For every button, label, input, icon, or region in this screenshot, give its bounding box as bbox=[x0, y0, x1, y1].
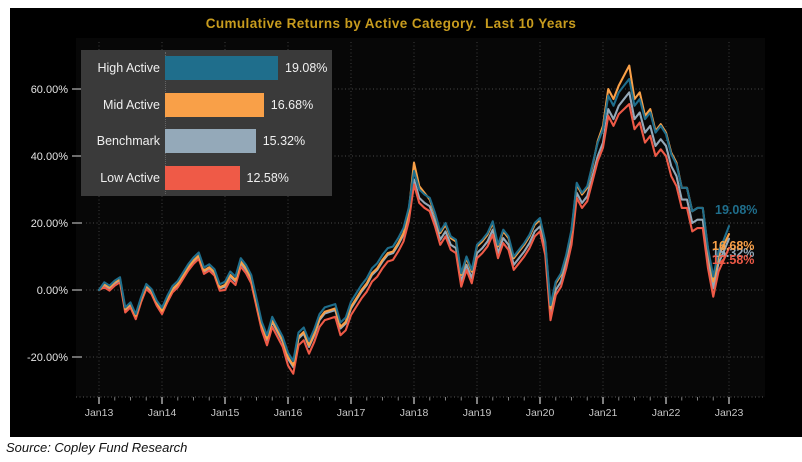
x-tick-label: Jan19 bbox=[463, 407, 492, 419]
y-tick-label: 40.00% bbox=[31, 151, 69, 163]
x-tick-label: Jan16 bbox=[274, 407, 303, 419]
x-tick-label: Jan23 bbox=[715, 407, 744, 419]
legend-bar-high-active bbox=[165, 56, 278, 81]
x-tick-label: Jan20 bbox=[526, 407, 555, 419]
series-line-low-active[interactable] bbox=[97, 103, 731, 375]
legend-row-mid-active[interactable]: Mid Active 16.68% bbox=[81, 87, 332, 124]
legend-bar-mid-active bbox=[165, 92, 264, 117]
series-line-mid-active[interactable] bbox=[97, 64, 731, 367]
y-tick-label: 20.00% bbox=[31, 218, 69, 230]
legend-value: 16.68% bbox=[270, 97, 314, 112]
y-tick-label: 60.00% bbox=[31, 84, 69, 96]
legend-bar-low-active bbox=[165, 165, 240, 190]
series-line-high-active[interactable] bbox=[97, 77, 731, 363]
legend-row-high-active[interactable]: High Active 19.08% bbox=[81, 50, 332, 87]
legend-bar-benchmark bbox=[165, 129, 256, 154]
source-note: Source: Copley Fund Research bbox=[6, 440, 188, 455]
legend-value: 12.58% bbox=[246, 170, 289, 185]
legend-row-low-active[interactable]: Low Active 12.58% bbox=[81, 160, 332, 197]
series-end-label-mid-active: 16.68% bbox=[712, 239, 755, 253]
chart-panel: Jan13 Jan14 Jan15 Jan16 Jan17 Jan18 Jan19 Jan20… bbox=[10, 8, 802, 437]
legend-value: 19.08% bbox=[285, 61, 328, 76]
legend-label: Low Active bbox=[100, 170, 160, 185]
x-tick-label: Jan22 bbox=[652, 407, 681, 419]
legend-value: 15.32% bbox=[262, 134, 306, 149]
y-tick-label: -20.00% bbox=[27, 352, 68, 364]
y-tick-label: 0.00% bbox=[37, 285, 68, 297]
legend-label: Benchmark bbox=[96, 134, 160, 149]
x-tick-label: Jan14 bbox=[148, 407, 177, 419]
legend-row-benchmark[interactable]: Benchmark 15.32% bbox=[81, 123, 332, 160]
series-end-label-high-active: 19.08% bbox=[715, 203, 758, 217]
x-tick-label: Jan17 bbox=[337, 407, 366, 419]
series-end-label-benchmark: 15.32% bbox=[712, 246, 755, 260]
x-tick-label: Jan21 bbox=[589, 407, 618, 419]
series-end-label-low-active: 12.58% bbox=[712, 253, 755, 267]
legend-inset: High Active 19.08% Mid Active 16.68% Ben… bbox=[81, 50, 332, 196]
chart-title: Cumulative Returns by Active Category. L… bbox=[205, 16, 577, 31]
legend-baseline-dotline bbox=[165, 52, 166, 194]
x-tick-label: Jan18 bbox=[400, 407, 429, 419]
x-tick-label: Jan15 bbox=[211, 407, 240, 419]
legend-label: Mid Active bbox=[103, 97, 160, 112]
legend-label: High Active bbox=[97, 61, 160, 76]
x-tick-label: Jan13 bbox=[85, 407, 114, 419]
